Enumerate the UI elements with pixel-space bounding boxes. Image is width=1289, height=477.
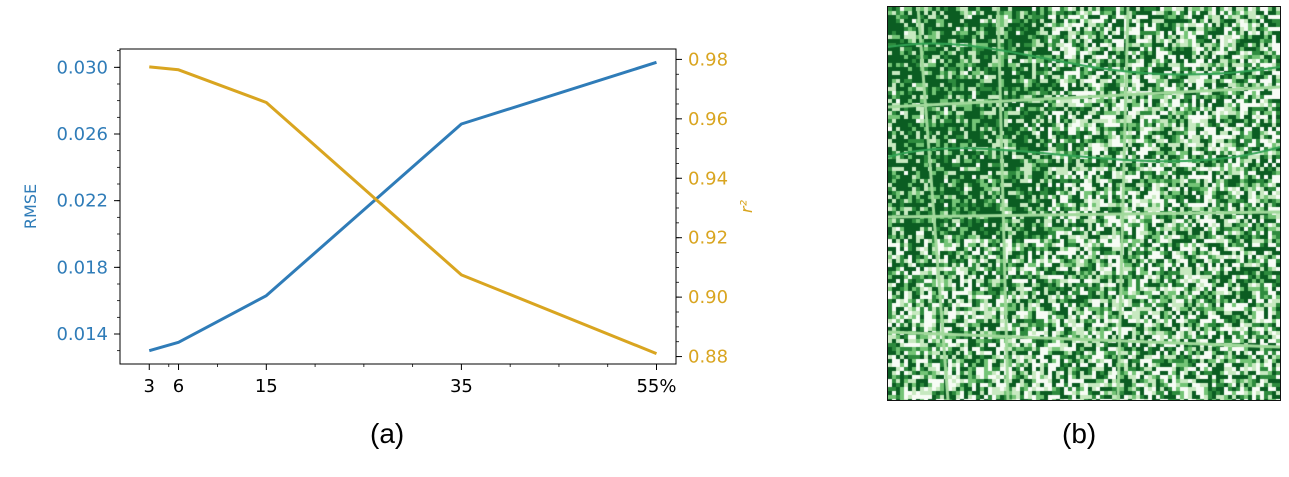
series-line-left — [148, 60, 657, 353]
green-cover-map — [887, 6, 1281, 401]
y-right-tick-label: 0.98 — [688, 49, 728, 70]
x-tick-label: 35 — [450, 376, 473, 397]
line-chart: 0.014 0.018 0.022 0.026 0.030 0.88 0.90 0.92 0.9… — [21, 48, 756, 397]
y-axis-right-label: r² — [737, 199, 756, 213]
y-right-tick-label: 0.96 — [688, 109, 728, 130]
plot-frame — [119, 48, 677, 365]
map-image — [888, 7, 1280, 400]
caption-a: (a) — [370, 418, 405, 449]
y-left-tick-label: 0.026 — [56, 124, 108, 145]
caption-b: (b) — [1062, 418, 1097, 449]
series-lines — [148, 60, 658, 355]
series-line-right — [149, 65, 658, 355]
y-left-tick-label: 0.014 — [56, 324, 108, 345]
x-tick-label: 15 — [255, 376, 278, 397]
y-axis-left-label: RMSE — [21, 184, 40, 229]
y-left-tick-label: 0.030 — [56, 57, 108, 78]
y-right-tick-label: 0.92 — [688, 228, 728, 249]
y-right-tick-label: 0.88 — [688, 347, 728, 368]
plot-axes — [114, 48, 682, 370]
y-right-tick-label: 0.94 — [688, 168, 728, 189]
y-left-tick-label: 0.022 — [56, 191, 108, 212]
x-tick-label: 3 — [144, 376, 155, 397]
y-right-tick-label: 0.90 — [688, 287, 728, 308]
x-tick-label: 55% — [636, 376, 676, 397]
y-left-tick-label: 0.018 — [56, 257, 108, 278]
x-tick-label: 6 — [173, 376, 184, 397]
tick-labels: 0.014 0.018 0.022 0.026 0.030 0.88 0.90 0.92 0.9… — [56, 49, 728, 397]
